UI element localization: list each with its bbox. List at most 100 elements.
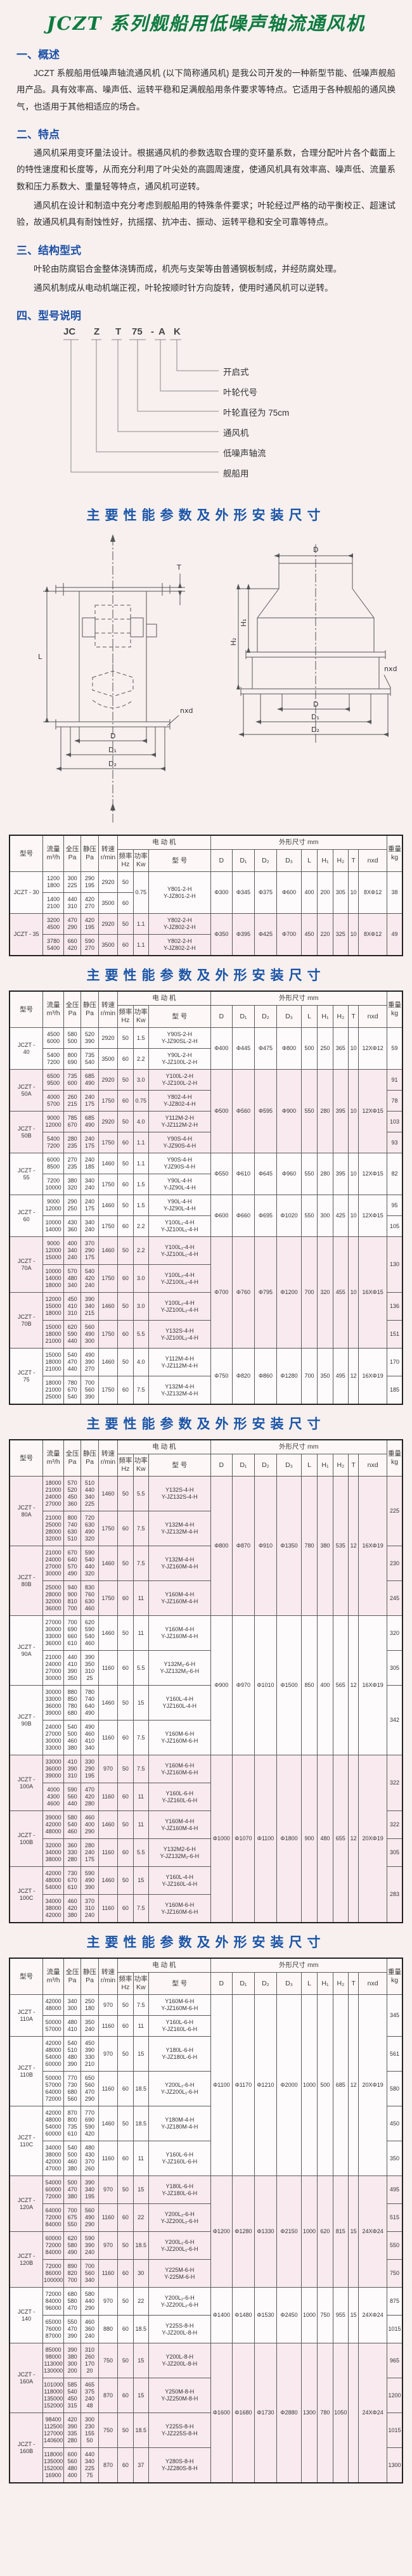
table-cell: 2.2 xyxy=(132,1236,150,1266)
table-cell: 700 690 660 610 xyxy=(63,1615,82,1651)
table-cell: 1750 xyxy=(98,1132,119,1154)
table-cell: 1200 1800 xyxy=(42,871,64,894)
table-cell: 560 490 300 xyxy=(80,1320,99,1349)
performance-table-4: 型号 流量 m³/h 全压 Pa 静压 Pa 转速 r/min 电 动 机外形尺寸 mm 重… xyxy=(9,1958,403,2484)
table-row: JCZT - 55 6000 8500 270 235 240 185 1460 50 1.… xyxy=(9,1153,403,1196)
table-header-row: 型号 流量 m³/h 全压 Pa 静压 Pa 转速 r/min 电 动 机外形尺寸 mm 重… xyxy=(9,1958,403,1996)
table-cell: 2920 xyxy=(98,871,119,894)
table-header-cell: 外形尺寸 mm xyxy=(210,1439,387,1455)
table-cell: 11 xyxy=(132,2015,150,2037)
table-row: 64000 72000 84000 700 675 550 560 490 290 1… xyxy=(10,2203,403,2233)
table-cell: 280 xyxy=(317,1153,333,1196)
table-cell: 440 410 390 350 xyxy=(63,1650,82,1686)
table-cell: 1750 xyxy=(98,1090,119,1112)
table-cell: 580 440 290 xyxy=(80,2287,99,2316)
table-cell: 15 xyxy=(132,2378,150,2414)
table-cell: 1460 xyxy=(98,1195,119,1217)
table-cell: 470 290 xyxy=(63,913,82,935)
table-cell: Φ800 xyxy=(276,1027,302,1070)
table-cell: 24XΦ24 xyxy=(358,2343,387,2483)
table-cell: 21000 24000 27000 30000 xyxy=(42,1546,64,1582)
table-cell: 1160 xyxy=(98,2141,119,2177)
table-cell: 560 490 290 xyxy=(80,2203,99,2233)
table-cell: 750 xyxy=(386,2259,403,2288)
table-cell: 50 xyxy=(117,2036,134,2072)
table-cell: Y160M-6-H Y-JZ160M-6-H xyxy=(148,1755,211,1784)
table-cell: Φ1600 xyxy=(210,2343,233,2483)
table-header-row: 型号 流量 m³/h 全压 Pa 静压 Pa 转速 r/min 电 动 机外形尺寸 mm 重… xyxy=(9,835,403,873)
table-cell: Y160L-6-H Y-JZ160L-6-H xyxy=(148,2015,211,2037)
table-cell: 5400 7200 xyxy=(42,1132,64,1154)
table-cell: 1750 xyxy=(98,1580,119,1617)
table-cell: 1160 xyxy=(98,1838,119,1868)
table-cell: 1460 xyxy=(98,1810,119,1840)
table-cell: 430 360 xyxy=(63,1215,82,1238)
table-header-cell: 电 动 机 xyxy=(117,835,211,850)
table-cell: Φ600 xyxy=(210,1195,233,1238)
table-cell: 33000 36000 39000 xyxy=(42,1755,64,1784)
table-cell: 735 540 xyxy=(80,1048,99,1070)
table-cell: 1750 xyxy=(98,1215,119,1238)
table-cell: 8XΦ12 xyxy=(358,871,387,914)
table-cell: 590 490 390 xyxy=(80,1866,99,1895)
table-cell: 700 xyxy=(300,1236,318,1349)
model-code-label: 叶轮直径为 75cm xyxy=(223,408,290,418)
table-row: 5400 7200 800 690 735 540 3500 60 2.2 Y90L-2-H… xyxy=(10,1048,402,1070)
table-cell: Y90L-4-H Y-JZ90L-4-H xyxy=(148,1195,211,1217)
table-cell: 151 xyxy=(386,1320,403,1349)
table-cell: Y200L₂-6-H Y-JZ200L₂-6-H xyxy=(148,2203,211,2233)
table-cell: 1460 xyxy=(98,1476,119,1512)
table-cell: 1460 xyxy=(98,1153,119,1175)
table-cell: JCZT - 55 xyxy=(9,1153,44,1196)
table-cell: 103 xyxy=(386,1111,403,1133)
table-cell: 25000 28000 32000 36000 xyxy=(42,1580,64,1617)
table-cell: 1750 xyxy=(98,1174,119,1196)
table-cell: JCZT - 120A xyxy=(9,2176,44,2233)
table-cell: Y802-2-H Y-JZ802-2-H xyxy=(148,934,211,956)
table-cell: 490 390 270 xyxy=(80,1348,99,1377)
table-cell: 225 xyxy=(386,1476,403,1547)
table-cell: 32000 34000 38000 xyxy=(42,1838,64,1868)
table-cell: Y132S-4-H Y-JZ100L₂-4-H xyxy=(148,1320,211,1349)
table-cell: 72000 86000 100000 xyxy=(42,2259,64,2288)
table-cell: 1400 2100 xyxy=(42,892,64,914)
table-cell: 12000 15000 18000 xyxy=(42,1292,64,1321)
table-row: 21000 24000 27000 30000 440 410 390 350 39… xyxy=(10,1650,403,1686)
table-cell: 300 xyxy=(317,1195,333,1238)
table-cell: Φ425 xyxy=(254,913,278,956)
table-cell: 50000 57000 64000 72000 xyxy=(42,2071,64,2107)
table-header-cell: 静压 Pa xyxy=(80,1958,99,1996)
table-header-cell: D xyxy=(210,1454,233,1477)
model-code-diagram: JC Z T 75 - A K 开启式 叶轮代号 叶轮直径为 75cm 通风机 … xyxy=(0,326,412,496)
table-cell: 390 340 215 xyxy=(80,1292,99,1321)
table-cell: 60 xyxy=(117,892,134,914)
table-cell: 1460 xyxy=(98,1292,119,1321)
table-header-cell: D₃ xyxy=(276,1005,302,1028)
dim-label-nxd: nxd xyxy=(384,665,397,673)
table-cell: 550 xyxy=(300,1069,318,1154)
table-cell: 185 xyxy=(386,1376,403,1405)
dim-label-D2: D₂ xyxy=(108,760,117,768)
table-cell: 450 xyxy=(300,913,318,956)
table-row: JCZT - 35 3200 4500 470 290 420 195 2920 50 1.… xyxy=(9,913,403,956)
table-cell: 250 180 xyxy=(80,1994,99,2016)
table-cell: 50 xyxy=(117,1195,134,1217)
table-header-cell: L xyxy=(300,1454,318,1477)
table-cell: 3780 5400 xyxy=(42,934,64,956)
table-cell: JCZT - 100C xyxy=(9,1866,44,1923)
table-row: JCZT - 120B 60000 72000 84000 620 580 490 5… xyxy=(9,2231,403,2288)
table-cell: 360 330 280 xyxy=(63,1838,82,1868)
table-cell: 620 590 540 460 xyxy=(80,1615,99,1651)
table-cell: 680 580 470 xyxy=(63,2287,82,2316)
table-cell: 60 xyxy=(117,1650,134,1686)
table-header-cell: 流量 m³/h xyxy=(42,835,64,873)
table-cell: 570 520 450 360 xyxy=(63,1476,82,1512)
table-cell: Y180L-6-H Y-JZ180L-6-H xyxy=(148,2036,211,2072)
table-cell: Φ870 xyxy=(232,1476,255,1617)
table-cell: 8XΦ12 xyxy=(358,913,387,956)
table-cell: 550 xyxy=(300,1195,318,1238)
table-cell: Φ1020 xyxy=(276,1195,302,1238)
table-cell: 10000 14000 xyxy=(42,1215,64,1238)
table-cell: 18.5 xyxy=(132,2231,150,2260)
table-cell: 101000 118000 135000 152000 xyxy=(42,2378,64,2414)
